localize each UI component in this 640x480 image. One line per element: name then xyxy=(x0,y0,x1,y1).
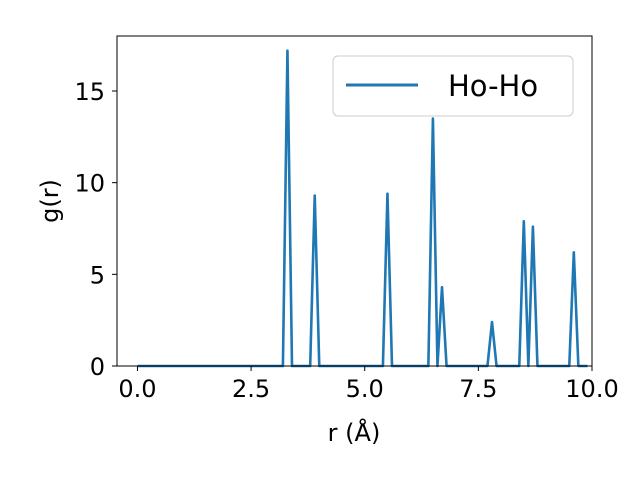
y-tick-label: 5 xyxy=(90,261,105,289)
legend-box xyxy=(332,55,574,117)
series-line-ho-ho xyxy=(137,49,588,368)
y-tick-label: 10 xyxy=(74,170,105,198)
x-tick-label: 2.5 xyxy=(232,375,270,403)
x-axis-label: r (Å) xyxy=(328,418,381,447)
legend: Ho-Ho xyxy=(332,55,574,117)
x-tick-label: 10.0 xyxy=(565,375,618,403)
y-tick-label: 15 xyxy=(74,78,105,106)
x-tick-label: 0.0 xyxy=(118,375,156,403)
x-tick-label: 5.0 xyxy=(346,375,384,403)
y-axis-ticks: 0 5 10 15 xyxy=(74,78,117,381)
y-tick-label: 0 xyxy=(90,353,105,381)
axes-frame xyxy=(116,35,593,367)
y-axis-label: g(r) xyxy=(36,179,64,223)
legend-label-ho-ho: Ho-Ho xyxy=(448,69,538,103)
plot-area xyxy=(137,49,588,368)
x-axis-ticks: 0.0 2.5 5.0 7.5 10.0 xyxy=(118,366,619,403)
x-tick-label: 7.5 xyxy=(459,375,497,403)
